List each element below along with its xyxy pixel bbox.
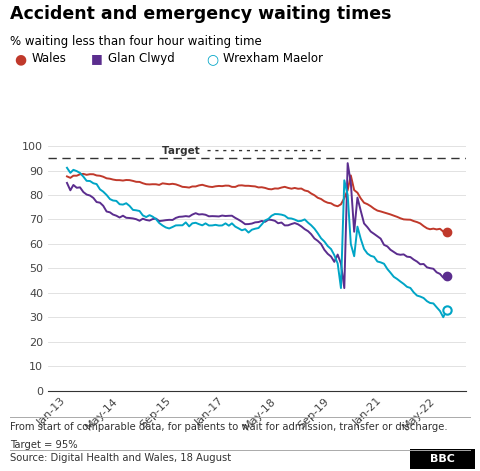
Text: Target = 95%: Target = 95% — [10, 440, 77, 450]
Text: Wales: Wales — [31, 52, 66, 65]
Text: Wrexham Maelor: Wrexham Maelor — [223, 52, 323, 65]
Text: Target  - - - - - - - - - - - - - - -: Target - - - - - - - - - - - - - - - — [162, 146, 322, 156]
Text: Source: Digital Health and Wales, 18 August: Source: Digital Health and Wales, 18 Aug… — [10, 453, 231, 463]
Text: BBC: BBC — [431, 454, 455, 464]
Text: Glan Clwyd: Glan Clwyd — [108, 52, 175, 65]
Text: ●: ● — [14, 52, 26, 66]
Text: Accident and emergency waiting times: Accident and emergency waiting times — [10, 5, 391, 23]
Text: From start of comparable data, for patients to wait for admission, transfer or d: From start of comparable data, for patie… — [10, 422, 447, 431]
Text: % waiting less than four hour waiting time: % waiting less than four hour waiting ti… — [10, 35, 261, 49]
Text: ■: ■ — [91, 52, 103, 65]
Text: ○: ○ — [206, 52, 218, 66]
